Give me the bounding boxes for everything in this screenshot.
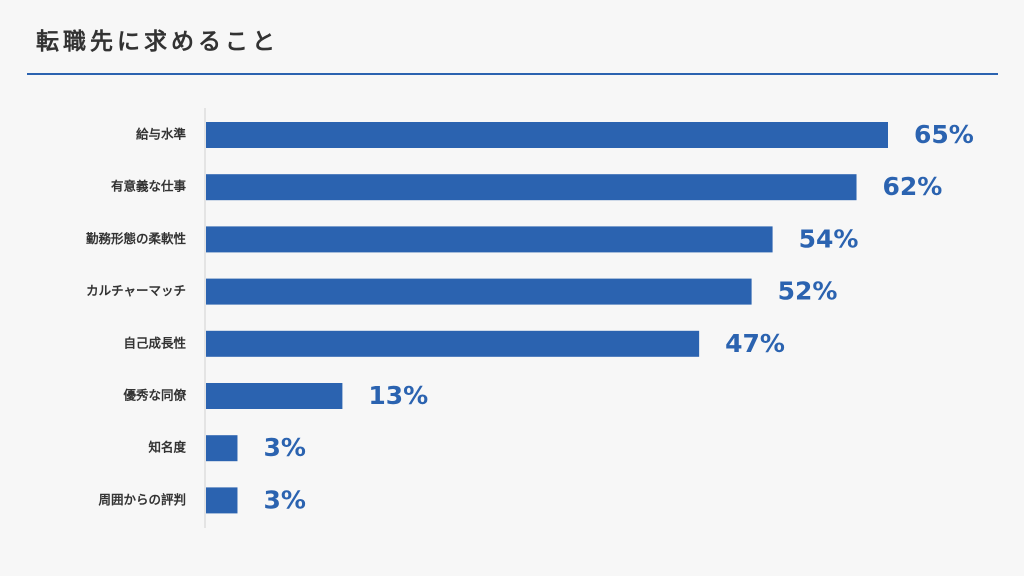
bar xyxy=(206,278,752,305)
value-label: 13% xyxy=(368,381,428,410)
category-label: 優秀な同僚 xyxy=(122,388,186,403)
value-label: 52% xyxy=(778,277,838,306)
bars-layer: 給与水準 65% 有意義な仕事 62% 勤務形態の柔軟性 54% カルチャーマッチ 52% 自己… xyxy=(86,120,974,514)
category-label: カルチャーマッチ xyxy=(86,283,186,298)
category-label: 知名度 xyxy=(147,440,186,455)
value-label: 62% xyxy=(883,172,943,201)
bar xyxy=(206,122,888,148)
category-label: 周囲からの評判 xyxy=(98,492,186,507)
value-label: 3% xyxy=(263,433,305,462)
bar xyxy=(206,435,238,462)
bar xyxy=(206,383,343,409)
category-label: 給与水準 xyxy=(136,127,187,142)
page-title: 転職先に求めること xyxy=(36,29,279,55)
bar xyxy=(206,226,773,253)
category-label: 勤務形態の柔軟性 xyxy=(86,231,187,246)
value-label: 47% xyxy=(725,329,785,358)
bar xyxy=(206,330,700,357)
category-label: 自己成長性 xyxy=(123,335,186,350)
title-divider xyxy=(27,73,998,75)
bar xyxy=(206,174,857,201)
value-label: 65% xyxy=(914,120,974,149)
bar xyxy=(206,487,238,514)
value-label: 54% xyxy=(799,224,859,253)
value-label: 3% xyxy=(263,485,305,514)
category-label: 有意義な仕事 xyxy=(111,179,187,194)
